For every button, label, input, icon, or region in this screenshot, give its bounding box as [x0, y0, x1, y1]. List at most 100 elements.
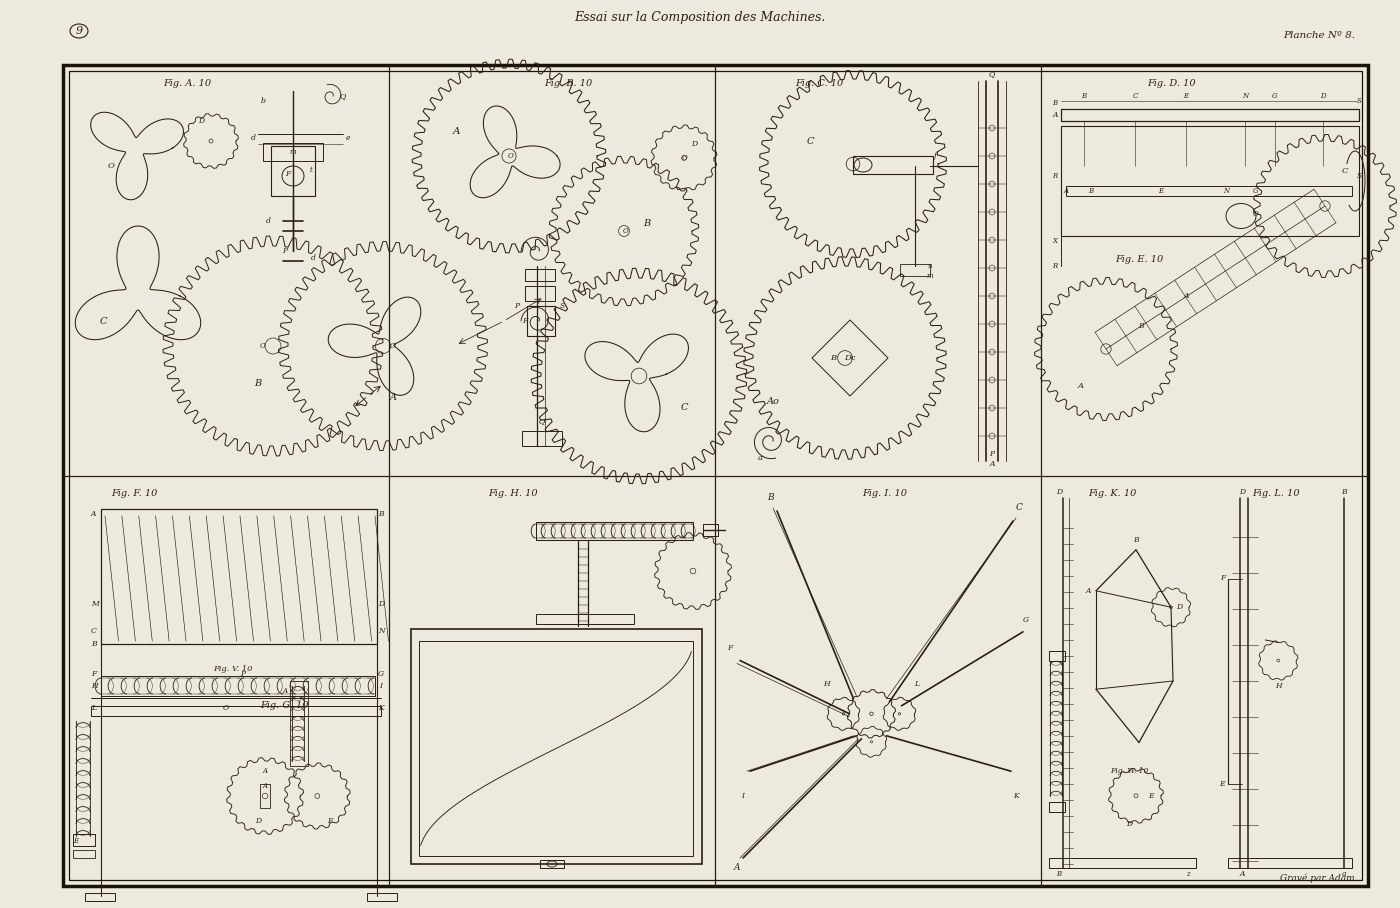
Text: A: A	[263, 782, 267, 790]
Text: P: P	[990, 450, 994, 458]
Text: C: C	[1341, 167, 1348, 175]
Text: Fig. V. 10: Fig. V. 10	[213, 665, 252, 673]
Bar	[419, 641, 693, 856]
Text: L: L	[91, 704, 97, 712]
Text: Q: Q	[988, 70, 995, 78]
Text: E: E	[1158, 187, 1163, 195]
Bar	[1049, 650, 1065, 660]
Bar	[1061, 126, 1359, 236]
Text: A: A	[283, 687, 287, 695]
Text: D: D	[1176, 603, 1182, 611]
Text: O: O	[1253, 210, 1259, 218]
Text: D: D	[1239, 488, 1246, 496]
Text: Ao: Ao	[767, 397, 780, 406]
Text: N: N	[378, 627, 385, 635]
Text: D: D	[256, 817, 262, 825]
Text: B: B	[644, 220, 651, 229]
Text: G: G	[1253, 187, 1259, 195]
Text: E: E	[328, 817, 333, 825]
Text: Planche Nº 8.: Planche Nº 8.	[1282, 32, 1355, 41]
Bar	[536, 522, 693, 540]
Text: E: E	[1183, 92, 1189, 100]
Bar	[900, 264, 930, 276]
Bar	[73, 850, 95, 858]
Text: B: B	[1081, 92, 1086, 100]
Text: O: O	[391, 342, 396, 350]
Text: d: d	[266, 217, 270, 225]
Bar	[272, 146, 315, 196]
Text: O: O	[108, 162, 115, 170]
Text: S: S	[1357, 172, 1362, 180]
Text: n: n	[928, 262, 932, 270]
Text: A: A	[91, 510, 97, 518]
Text: R: R	[1053, 262, 1057, 270]
Text: Q: Q	[340, 92, 346, 100]
Text: d: d	[311, 254, 315, 262]
Text: B: B	[1088, 187, 1093, 195]
Text: B: B	[1138, 322, 1144, 330]
Bar	[1228, 858, 1352, 868]
Text: F: F	[728, 644, 732, 652]
Text: O: O	[223, 704, 230, 712]
Text: D: D	[197, 117, 204, 125]
Text: I: I	[379, 682, 382, 690]
Text: Essai sur la Composition des Machines.: Essai sur la Composition des Machines.	[574, 12, 826, 25]
Text: I: I	[742, 792, 745, 800]
Text: O: O	[623, 227, 629, 235]
Bar	[525, 269, 554, 281]
Bar	[1049, 858, 1196, 868]
Text: C: C	[1015, 504, 1022, 512]
Bar	[1065, 186, 1352, 196]
Text: A: A	[1064, 187, 1068, 195]
Text: C: C	[91, 627, 97, 635]
Bar	[101, 676, 375, 696]
Text: Fig. E. 10: Fig. E. 10	[1114, 254, 1163, 263]
Text: H: H	[91, 682, 98, 690]
Text: t: t	[309, 166, 312, 174]
Bar	[290, 681, 308, 766]
Text: B: B	[1057, 870, 1061, 878]
Text: a: a	[757, 454, 763, 462]
Text: B: B	[1341, 488, 1347, 496]
Bar	[367, 893, 398, 901]
Text: C: C	[806, 136, 813, 145]
Text: G: G	[1273, 92, 1278, 100]
Text: B: B	[1053, 99, 1057, 107]
Text: S: S	[560, 302, 564, 310]
Text: F: F	[286, 170, 291, 178]
Text: A: A	[263, 767, 267, 775]
Text: Fig. C. 10: Fig. C. 10	[795, 80, 843, 88]
Bar	[412, 629, 701, 864]
Text: X: X	[1053, 237, 1057, 245]
Text: A: A	[454, 126, 461, 135]
Text: N: N	[1242, 92, 1247, 100]
Text: C: C	[99, 317, 106, 325]
Text: Fig. L. 10: Fig. L. 10	[1252, 489, 1299, 498]
Text: B: B	[255, 380, 262, 389]
Text: O: O	[260, 342, 266, 350]
Text: Fig. B. 10: Fig. B. 10	[545, 80, 592, 88]
Text: E: E	[73, 837, 78, 845]
Text: P: P	[239, 670, 245, 678]
Text: F: F	[91, 670, 97, 678]
Text: K: K	[378, 704, 384, 712]
Text: O: O	[508, 152, 514, 160]
Text: Gravé par Adam: Gravé par Adam	[1281, 873, 1355, 883]
Text: A: A	[990, 460, 995, 468]
Bar	[853, 156, 932, 174]
Text: Fig. D. 10: Fig. D. 10	[1147, 80, 1196, 88]
Text: Q: Q	[539, 417, 545, 425]
Text: F: F	[522, 317, 528, 325]
Bar	[536, 614, 633, 624]
Text: m: m	[927, 272, 934, 280]
Text: B: B	[767, 494, 773, 502]
Text: F: F	[1219, 575, 1225, 583]
Bar	[73, 834, 95, 846]
Text: P: P	[514, 302, 519, 310]
Text: B: B	[378, 510, 384, 518]
Text: A: A	[389, 393, 396, 402]
Text: z: z	[1186, 870, 1190, 878]
Text: Fig. I. 10: Fig. I. 10	[862, 489, 907, 498]
Text: A: A	[1239, 870, 1245, 878]
Text: d: d	[251, 134, 255, 142]
